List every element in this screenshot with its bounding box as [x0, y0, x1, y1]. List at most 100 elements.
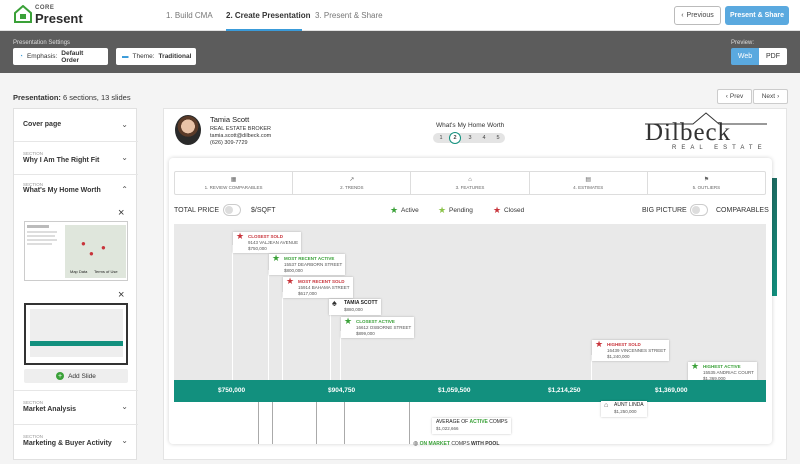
top-bar [0, 0, 800, 31]
theme-icon: ▬ [122, 53, 129, 60]
preview-pdf-option[interactable]: PDF [759, 48, 787, 65]
price-tick-4: $1,214,250 [548, 387, 581, 394]
trend-icon: ↗ [349, 177, 355, 183]
stepper-1[interactable]: 1 [439, 135, 443, 141]
preview-web-option[interactable]: Web [731, 48, 759, 65]
brand-roof-icon [645, 112, 767, 125]
theme-button[interactable]: ▬ Theme: Traditional [116, 48, 196, 65]
leader-line [340, 331, 341, 381]
tab-outliers[interactable]: ⚑ 5. OUTLIERS [692, 177, 721, 190]
leader-line [258, 402, 259, 444]
stepper-4[interactable]: 4 [482, 135, 486, 141]
logo-house-icon [14, 5, 32, 23]
circle-icon: ◍ [413, 441, 419, 447]
home-icon: ♠ [332, 298, 337, 308]
tab-features[interactable]: ⌂ 3. FEATURES [411, 172, 530, 194]
view-mode-toggle[interactable] [690, 204, 708, 216]
tag-highest-active[interactable]: ★ HIGHEST ACTIVE 15535 ANDRIAC COURT $1,369… [688, 362, 757, 384]
section-cover-page[interactable]: Cover page ⌄ [14, 109, 138, 142]
price-tick-2: $904,750 [328, 387, 356, 394]
active-star-icon: ★ [272, 253, 281, 263]
stepper-3[interactable]: 3 [468, 135, 472, 141]
chevron-down-icon[interactable]: ⌄ [121, 120, 128, 129]
section-market-analysis[interactable]: SECTION Market Analysis ⌄ [14, 391, 138, 425]
map-pin-icon: ● [101, 243, 106, 252]
slide-edge-decoration [771, 178, 777, 296]
slide-thumbnail-selected[interactable] [24, 303, 128, 365]
price-mode-toggle[interactable] [223, 204, 241, 216]
comparables-label: COMPARABLES [716, 207, 769, 214]
calendar-icon: ▦ [230, 177, 237, 183]
legend-active: Active [401, 207, 419, 214]
chevron-down-icon[interactable]: ⌄ [121, 153, 128, 162]
agent-name: Tamia Scott [210, 115, 250, 124]
preview-label: Preview: [731, 40, 755, 46]
logo-core-text: CORE [35, 5, 55, 11]
step-build-cma[interactable]: 1. Build CMA [166, 11, 213, 20]
chevron-down-icon[interactable]: ⌄ [121, 402, 128, 411]
pending-star-icon: ★ [438, 205, 447, 215]
tab-trends[interactable]: ↗ 2. TRENDS [293, 172, 412, 194]
chevron-left-icon: ‹ [725, 93, 728, 100]
big-picture-label: BIG PICTURE [642, 207, 687, 214]
next-slide-button[interactable]: Next › [753, 89, 788, 104]
section-whats-my-home-worth[interactable]: SECTION What's My Home Worth ⌃ × ● ● ● M… [14, 175, 138, 391]
chevron-down-icon[interactable]: ⌄ [121, 436, 128, 445]
sections-sidebar: Cover page ⌄ SECTION Why I Am The Right … [13, 108, 138, 460]
tag-aunt-linda[interactable]: ⌂ AUNT LINDA $1,250,000 [601, 401, 647, 417]
clipboard-icon: ▤ [585, 177, 592, 183]
price-axis-bar [174, 380, 766, 402]
leader-line [344, 402, 345, 444]
chevron-up-icon[interactable]: ⌃ [121, 185, 128, 194]
agent-email: tamia.scott@dilbeck.com [210, 133, 272, 139]
tag-closest-sold[interactable]: ★ CLOSEST SOLD 9143 VALJEAN AVENUE $750,000 [233, 231, 302, 254]
home-icon: ⌂ [604, 402, 609, 409]
tag-most-recent-sold[interactable]: ★ MOST RECENT SOLD 15914 BAHAMA STREET $617… [283, 276, 353, 299]
thumbnail-chart [30, 309, 123, 357]
thumbnail-text-block [27, 225, 62, 277]
stepper-5[interactable]: 5 [496, 135, 500, 141]
step-present-share[interactable]: 3. Present & Share [315, 11, 383, 20]
total-price-label: TOTAL PRICE [174, 207, 219, 214]
tag-most-recent-active[interactable]: ★ MOST RECENT ACTIVE 15537 DEARBORN STREET… [269, 253, 346, 276]
stepper-2-current[interactable]: 2 [449, 132, 461, 144]
prev-slide-button[interactable]: ‹ Prev [717, 89, 752, 104]
brand-logo-text: Dilbeck [645, 119, 732, 146]
analysis-tabs: ▦ 1. REVIEW COMPARABLES ↗ 2. TRENDS ⌂ 3. FE… [174, 171, 766, 195]
tag-highest-sold[interactable]: ★ HIGHEST SOLD 16439 VINCENNES STREET $1,24… [592, 340, 670, 362]
tag-closest-active[interactable]: ★ CLOSEST ACTIVE 16612 OSBORNE STREET $899,… [341, 317, 415, 339]
previous-button[interactable]: ‹ Previous [674, 6, 721, 25]
logo-present-text: Present [35, 11, 83, 26]
step-create-presentation[interactable]: 2. Create Presentation [226, 11, 311, 20]
map-terms-label: Terms of Use [94, 269, 118, 274]
section-marketing-buyer-activity[interactable]: SECTION Marketing & Buyer Activity ⌄ [23, 434, 128, 447]
present-share-button[interactable]: Present & Share [725, 6, 789, 25]
chevron-left-icon: ‹ [681, 12, 684, 19]
leader-line [591, 355, 592, 381]
slide-thumbnail-map[interactable]: ● ● ● Map Data Terms of Use [24, 221, 128, 281]
tag-average-active[interactable]: AVERAGE OF ACTIVE COMPS $1,022,666 [432, 418, 511, 434]
close-icon[interactable]: × [118, 207, 125, 219]
leader-line [409, 402, 410, 444]
map-pin-icon: ● [81, 239, 86, 248]
tab-review-comparables[interactable]: ▦ 1. REVIEW COMPARABLES [175, 172, 294, 194]
thumbnail-map: ● ● ● Map Data Terms of Use [65, 225, 126, 278]
leader-line [282, 292, 283, 381]
legend-closed: Closed [504, 207, 525, 214]
closed-star-icon: ★ [493, 205, 502, 215]
price-tick-3: $1,059,500 [438, 387, 471, 394]
agent-phone: (626) 309-7729 [210, 140, 248, 146]
tag-agent-home[interactable]: ♠ TAMIA SCOTT $880,000 [329, 299, 381, 315]
tag-pool-comps[interactable]: ◍ ON MARKET COMPS WITH POOL [413, 441, 500, 447]
closed-star-icon: ★ [236, 231, 245, 241]
add-slide-button[interactable]: + Add Slide [24, 369, 128, 383]
tab-estimates[interactable]: ▤ 4. ESTIMATES [530, 172, 648, 194]
house-icon: ⌂ [468, 176, 472, 183]
price-tick-1: $750,000 [218, 387, 246, 394]
brand-logo-subtitle: REAL ESTATE [672, 145, 767, 151]
emphasis-button[interactable]: ◔ Emphasis: Default Order [13, 48, 108, 65]
closed-star-icon: ★ [286, 276, 295, 286]
section-why-i-am-the-right-fit[interactable]: SECTION Why I Am The Right Fit ⌄ [14, 142, 138, 175]
close-icon[interactable]: × [118, 289, 125, 301]
price-tick-5: $1,369,000 [655, 387, 688, 394]
